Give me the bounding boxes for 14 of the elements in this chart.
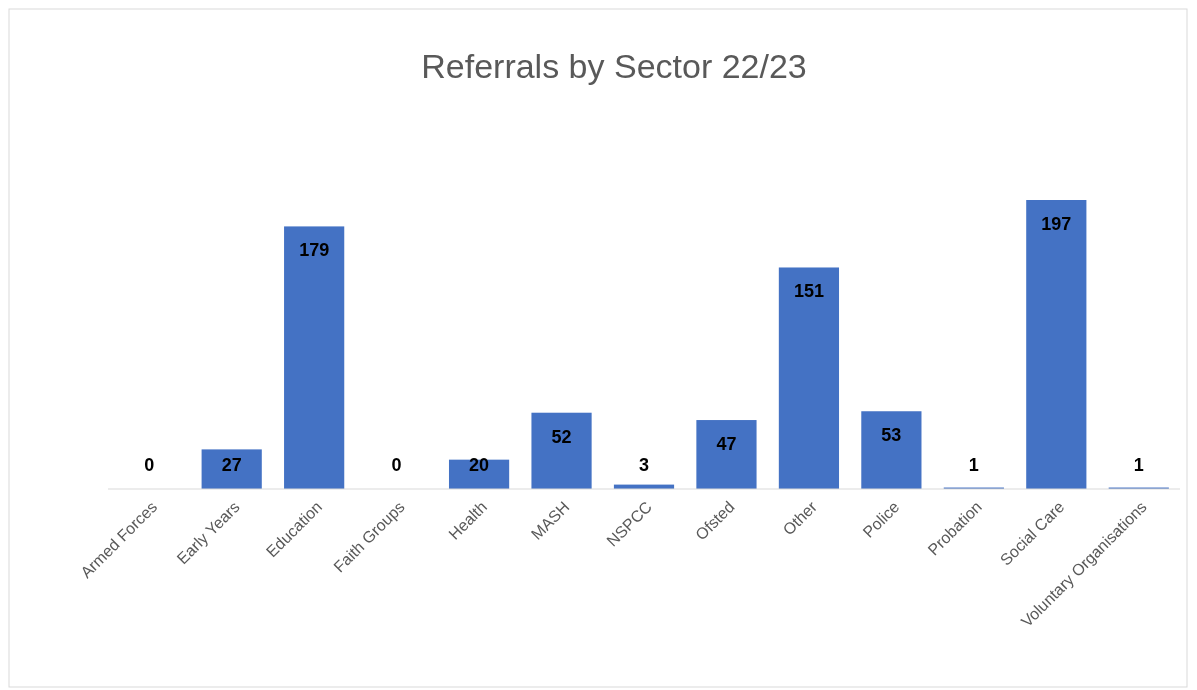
data-label: 151 bbox=[793, 281, 824, 302]
chart-title: Referrals by Sector 22/23 bbox=[421, 47, 807, 85]
data-label: 0 bbox=[144, 455, 155, 475]
data-label: 20 bbox=[469, 455, 490, 475]
data-label: 53 bbox=[881, 425, 902, 446]
data-label: 1 bbox=[968, 455, 979, 475]
data-label: 3 bbox=[638, 455, 650, 475]
data-label: 0 bbox=[391, 455, 402, 475]
data-label: 52 bbox=[551, 426, 572, 447]
data-label: 27 bbox=[221, 455, 242, 475]
data-label: 179 bbox=[299, 240, 330, 261]
data-label: 197 bbox=[1041, 214, 1072, 234]
data-label: 47 bbox=[716, 434, 737, 455]
data-label: 1 bbox=[1133, 455, 1144, 475]
